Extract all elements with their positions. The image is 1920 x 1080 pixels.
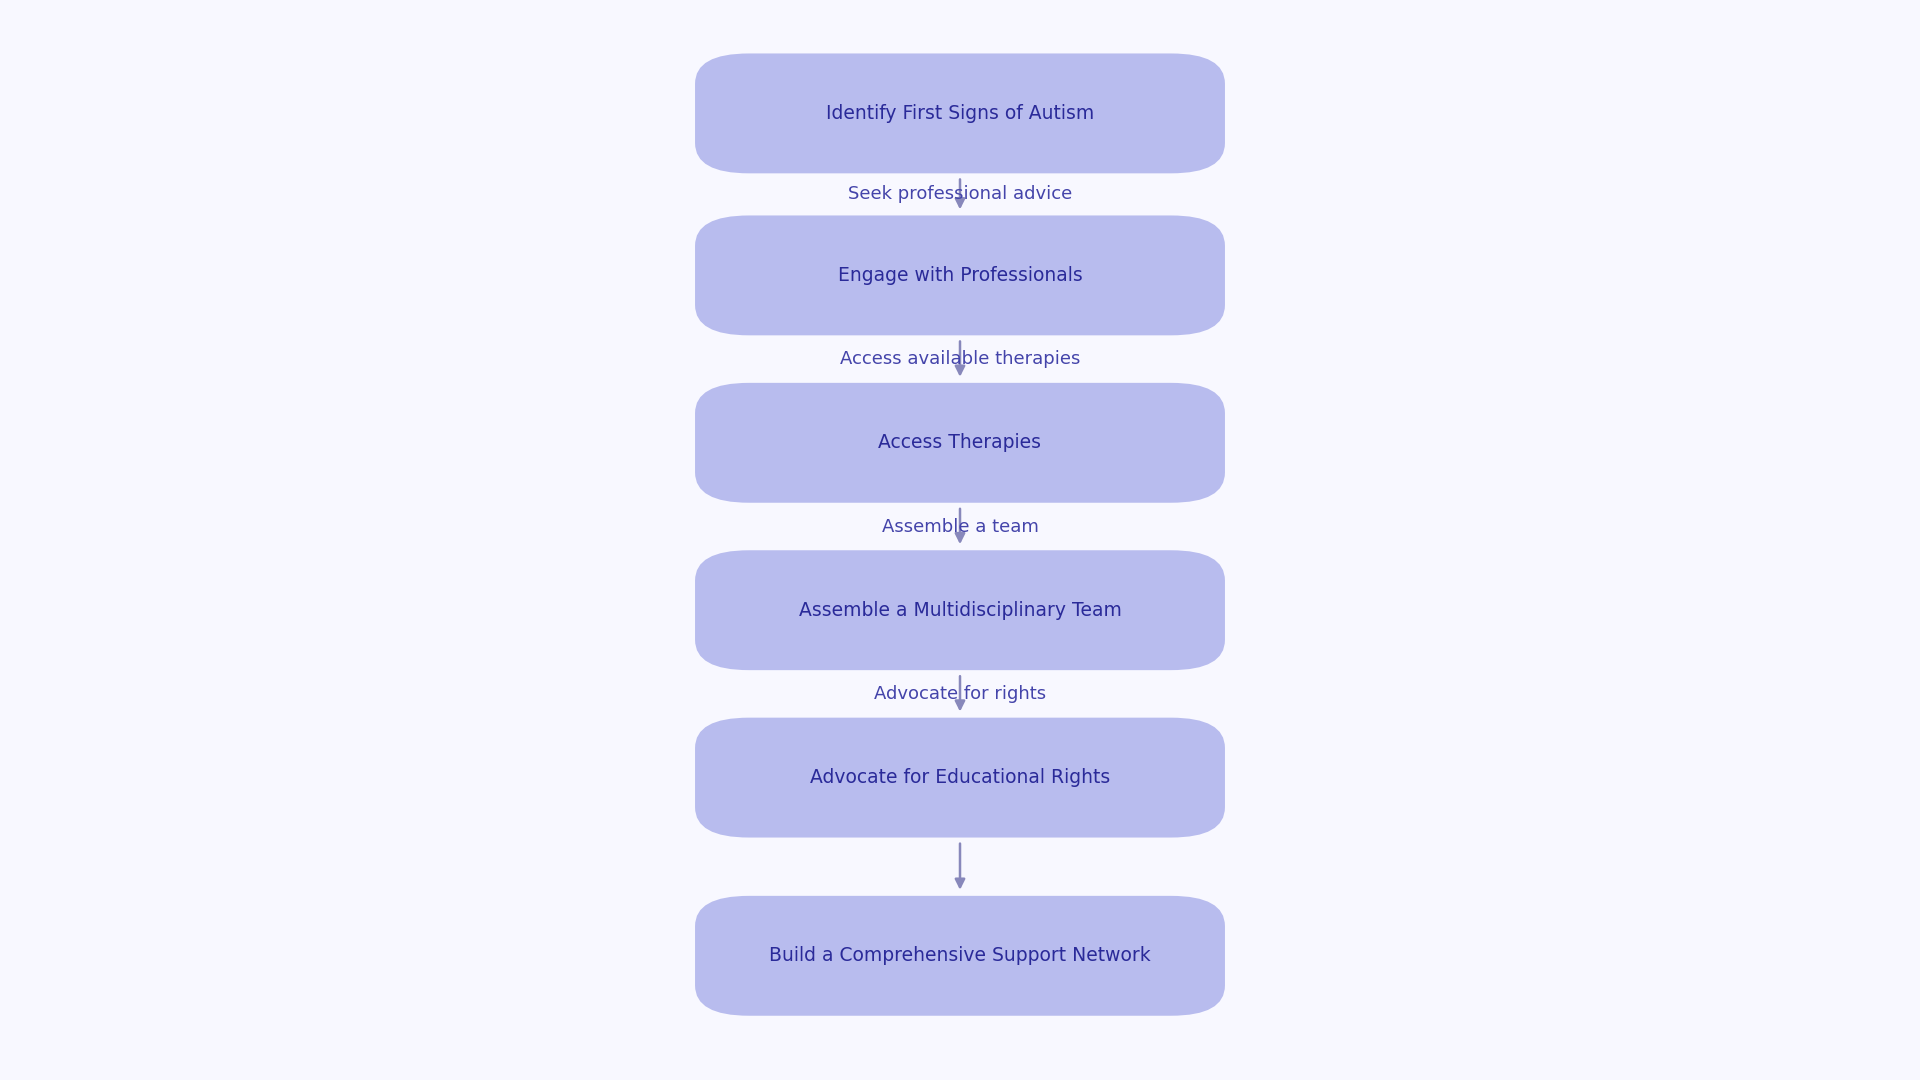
Text: Seek professional advice: Seek professional advice [849, 186, 1071, 203]
FancyBboxPatch shape [695, 383, 1225, 503]
Text: Assemble a team: Assemble a team [881, 517, 1039, 536]
Text: Advocate for Educational Rights: Advocate for Educational Rights [810, 768, 1110, 787]
Text: Access available therapies: Access available therapies [839, 350, 1081, 368]
Text: Advocate for rights: Advocate for rights [874, 685, 1046, 703]
Text: Assemble a Multidisciplinary Team: Assemble a Multidisciplinary Team [799, 600, 1121, 620]
FancyBboxPatch shape [695, 53, 1225, 173]
Text: Build a Comprehensive Support Network: Build a Comprehensive Support Network [770, 946, 1150, 966]
FancyBboxPatch shape [695, 717, 1225, 838]
FancyBboxPatch shape [695, 551, 1225, 670]
FancyBboxPatch shape [695, 896, 1225, 1015]
Text: Engage with Professionals: Engage with Professionals [837, 266, 1083, 285]
Text: Identify First Signs of Autism: Identify First Signs of Autism [826, 104, 1094, 123]
FancyBboxPatch shape [695, 216, 1225, 335]
Text: Access Therapies: Access Therapies [879, 433, 1041, 453]
